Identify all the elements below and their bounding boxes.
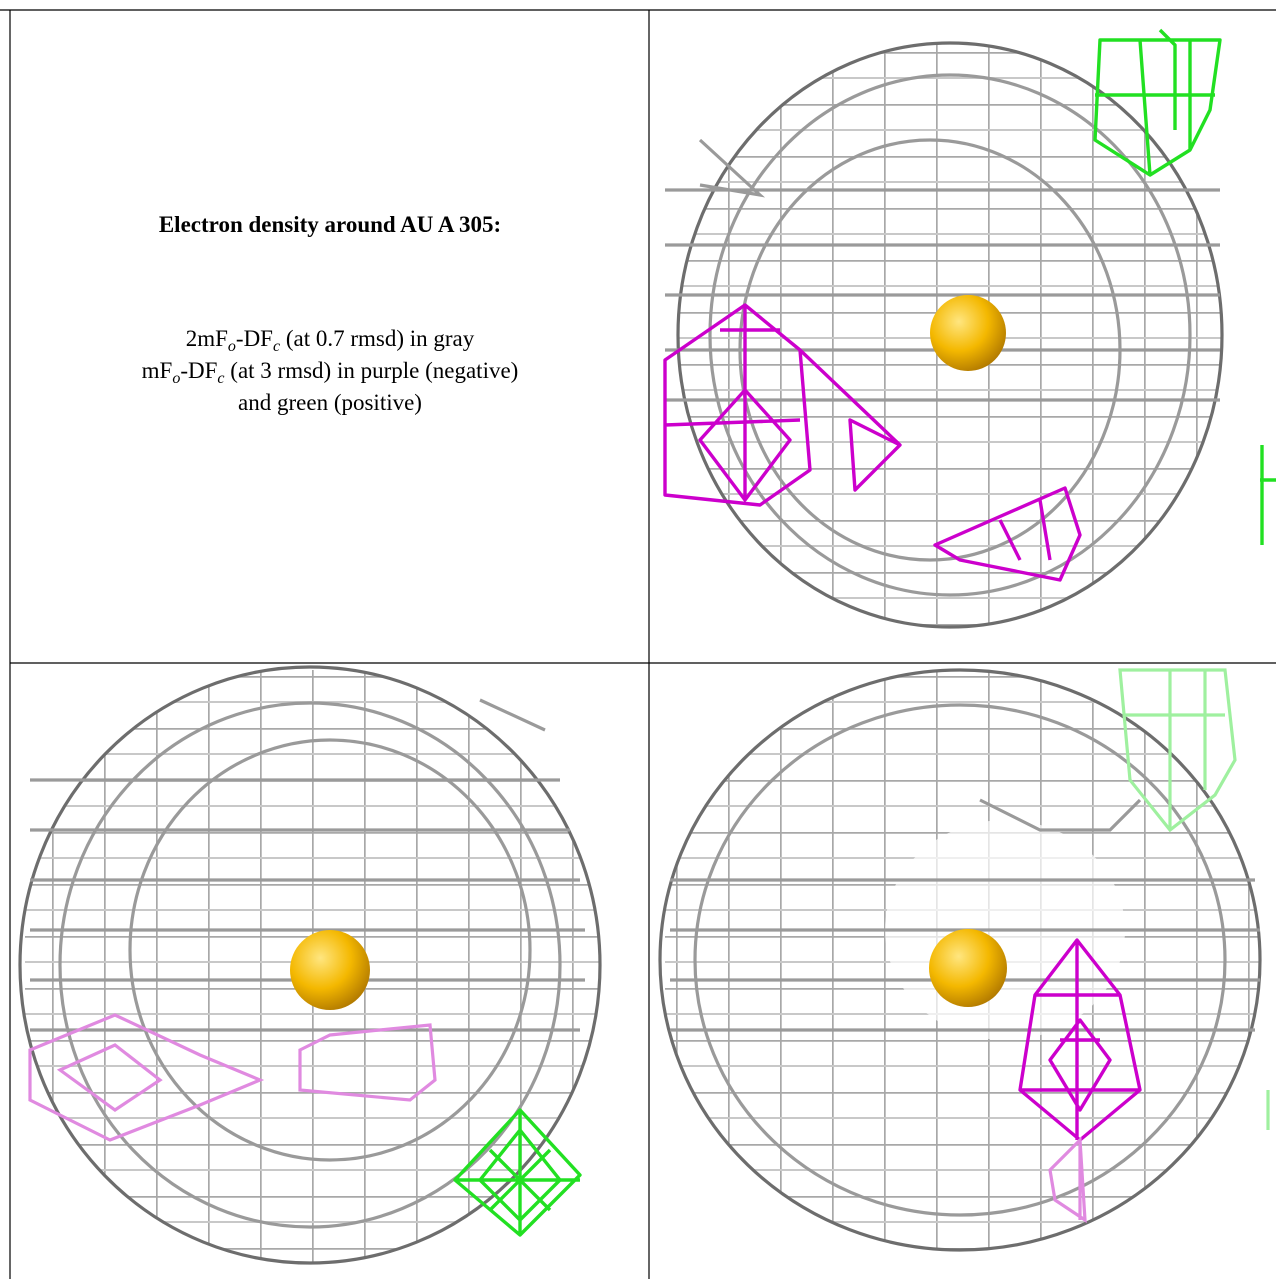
subscript: c xyxy=(273,338,280,355)
density-view-2 xyxy=(18,665,602,1265)
caption-text: mF xyxy=(142,358,173,383)
caption-line: 2mFo-DFc (at 0.7 rmsd) in gray xyxy=(186,326,475,355)
caption-text: and green (positive) xyxy=(238,390,422,415)
subscript: c xyxy=(217,370,224,387)
caption-text: -DF xyxy=(180,358,217,383)
atom xyxy=(930,295,1006,371)
subscript: o xyxy=(172,370,180,387)
caption-text: (at 3 rmsd) in purple (negative) xyxy=(225,358,519,383)
density-view-3 xyxy=(658,668,1270,1252)
caption-line: and green (positive) xyxy=(238,390,422,415)
atom xyxy=(290,930,370,1010)
atom xyxy=(929,929,1007,1007)
caption: Electron density around AU A 305: 2mFo-D… xyxy=(142,212,519,415)
caption-text: (at 0.7 rmsd) in gray xyxy=(280,326,475,351)
caption-line: mFo-DFc (at 3 rmsd) in purple (negative) xyxy=(142,358,519,387)
caption-text: 2mF xyxy=(186,326,228,351)
table-rules xyxy=(0,9,1276,1279)
density-view-1 xyxy=(663,28,1276,629)
caption-text: -DF xyxy=(236,326,273,351)
caption-title: Electron density around AU A 305: xyxy=(159,212,501,237)
subscript: o xyxy=(228,338,236,355)
